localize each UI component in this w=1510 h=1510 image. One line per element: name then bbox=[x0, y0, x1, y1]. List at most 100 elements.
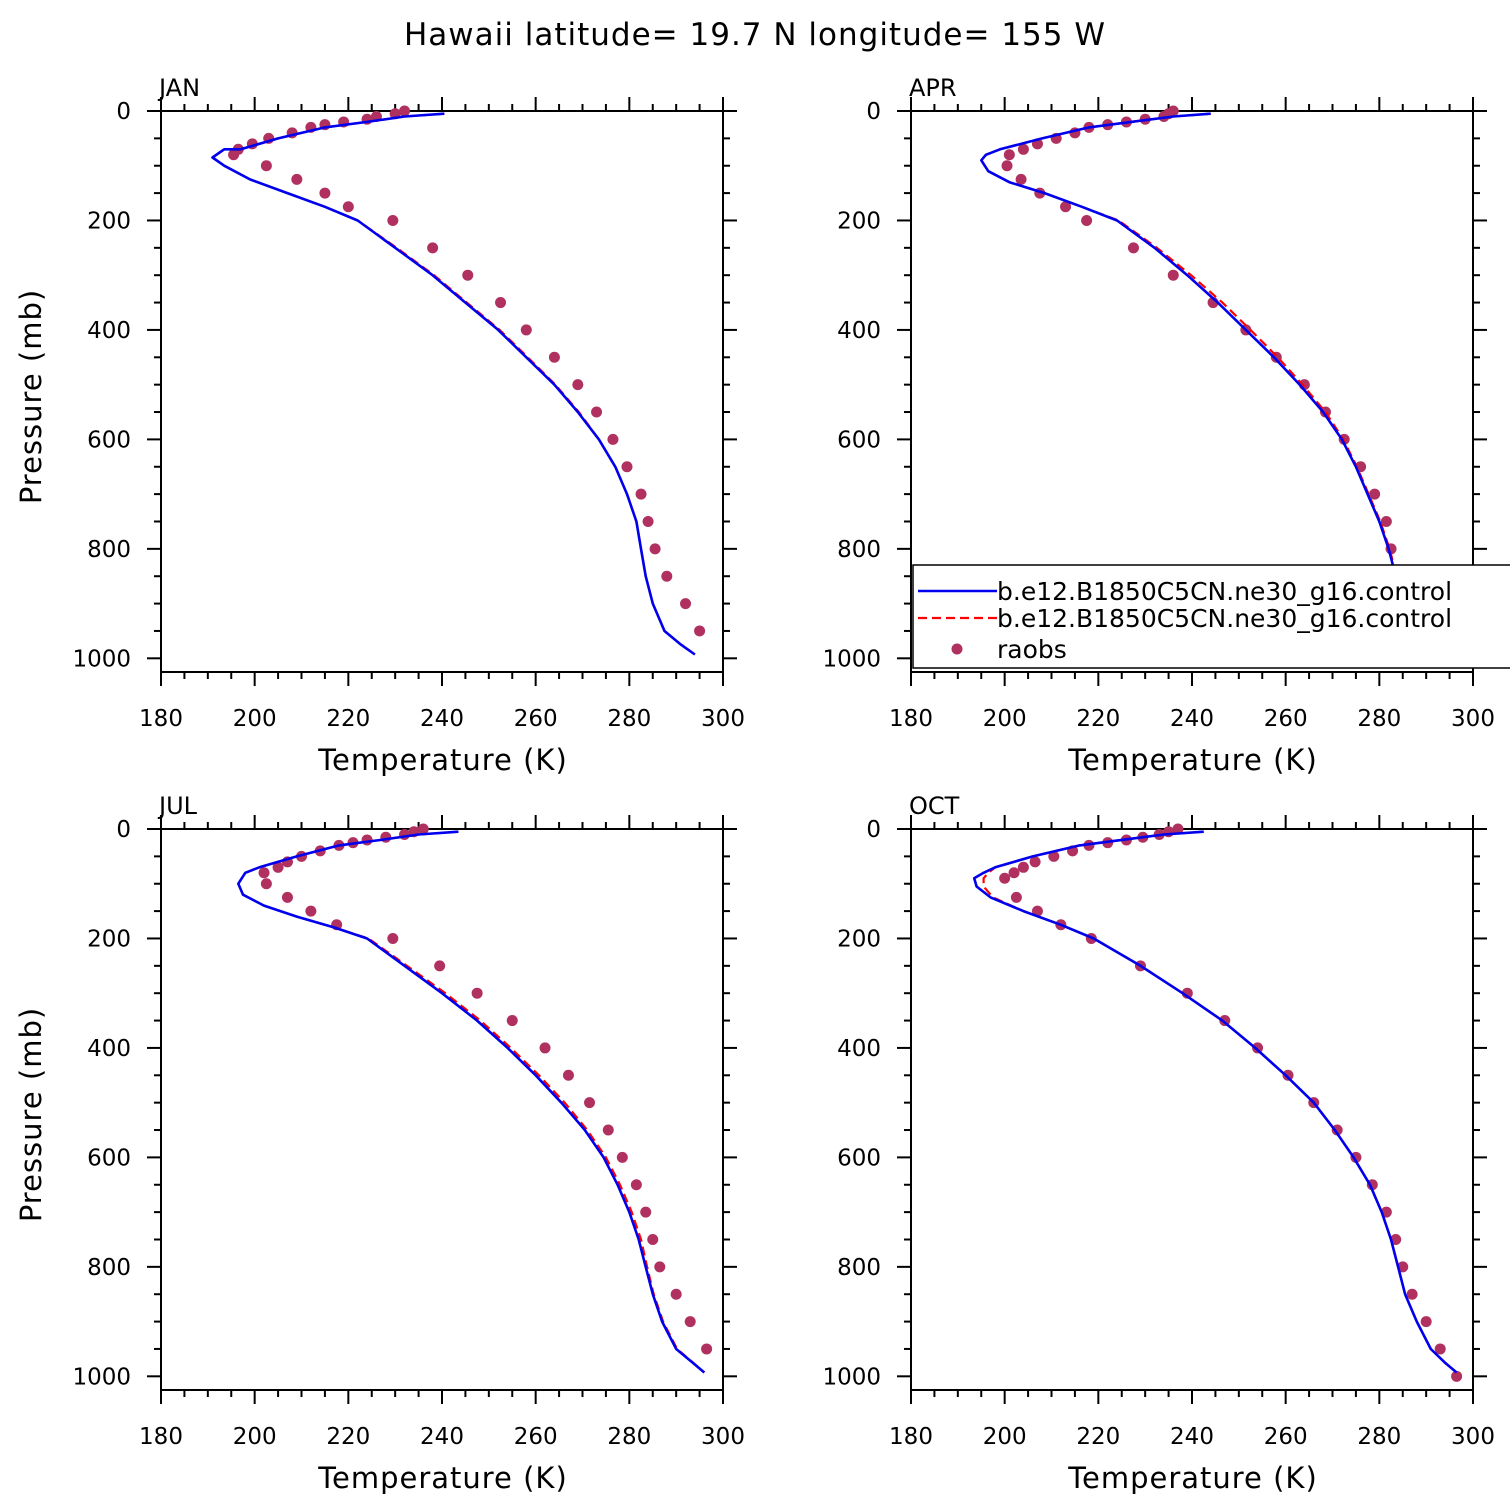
y-tick-label: 600 bbox=[87, 427, 131, 453]
x-tick-label: 280 bbox=[607, 1424, 651, 1450]
x-tick-label: 180 bbox=[889, 1424, 933, 1450]
raobs-point bbox=[1081, 215, 1092, 226]
test-profile-line bbox=[984, 832, 1457, 1373]
y-tick-label: 800 bbox=[87, 537, 131, 563]
x-axis-label: Temperature (K) bbox=[1067, 1461, 1318, 1495]
y-tick-label: 0 bbox=[866, 99, 881, 125]
x-tick-label: 220 bbox=[1076, 1424, 1120, 1450]
raobs-point bbox=[1018, 862, 1029, 873]
y-tick-label: 200 bbox=[87, 208, 131, 234]
chart-title: Hawaii latitude= 19.7 N longitude= 155 W bbox=[404, 17, 1106, 53]
test-profile-line bbox=[213, 114, 695, 655]
x-tick-label: 260 bbox=[1264, 1424, 1308, 1450]
raobs-point bbox=[399, 106, 410, 117]
raobs-point bbox=[1168, 270, 1179, 281]
x-tick-label: 260 bbox=[514, 1424, 558, 1450]
raobs-point bbox=[1004, 149, 1015, 160]
y-tick-label: 400 bbox=[837, 318, 881, 344]
y-tick-label: 200 bbox=[87, 926, 131, 952]
panel-jan: JAN180 200 220 240 260 280 3000200400600800100… bbox=[14, 74, 745, 777]
raobs-point bbox=[387, 933, 398, 944]
ticks bbox=[147, 815, 737, 1404]
raobs-point bbox=[540, 1042, 551, 1053]
x-tick-label: 300 bbox=[701, 1424, 745, 1450]
y-tick-label: 1000 bbox=[72, 1364, 131, 1390]
raobs-point bbox=[661, 571, 672, 582]
x-axis-label: Temperature (K) bbox=[317, 1461, 568, 1495]
x-tick-label: 300 bbox=[1451, 706, 1495, 732]
raobs-point bbox=[1002, 160, 1013, 171]
x-tick-label: 180 bbox=[889, 706, 933, 732]
raobs-markers bbox=[228, 106, 705, 637]
x-tick-label: 220 bbox=[326, 706, 370, 732]
raobs-point bbox=[1009, 867, 1020, 878]
x-axis-label: Temperature (K) bbox=[1067, 743, 1318, 777]
raobs-point bbox=[427, 242, 438, 253]
y-tick-label: 1000 bbox=[822, 646, 881, 672]
y-tick-label: 1000 bbox=[822, 1364, 881, 1390]
raobs-point bbox=[631, 1179, 642, 1190]
x-tick-label: 260 bbox=[514, 706, 558, 732]
raobs-point bbox=[462, 270, 473, 281]
y-tick-label: 0 bbox=[116, 99, 131, 125]
raobs-point bbox=[472, 988, 483, 999]
panel-apr: APR 180 200 220 240 260 280 300 0 200 400 600 800 100… bbox=[822, 74, 1495, 777]
raobs-point bbox=[640, 1207, 651, 1218]
x-tick-label: 280 bbox=[1357, 1424, 1401, 1450]
x-tick-label: 240 bbox=[1170, 706, 1214, 732]
raobs-point bbox=[1369, 489, 1380, 500]
raobs-point bbox=[999, 873, 1010, 884]
raobs-point bbox=[1011, 892, 1022, 903]
raobs-point bbox=[694, 625, 705, 636]
raobs-point bbox=[617, 1152, 628, 1163]
raobs-point bbox=[291, 174, 302, 185]
plot-frame bbox=[161, 111, 723, 672]
raobs-point bbox=[680, 598, 691, 609]
raobs-point bbox=[621, 461, 632, 472]
control-profile-line bbox=[974, 832, 1456, 1373]
x-tick-label: 220 bbox=[1076, 706, 1120, 732]
panel-label: JAN bbox=[157, 74, 200, 102]
raobs-point bbox=[305, 906, 316, 917]
raobs-point bbox=[650, 543, 661, 554]
y-tick-label: 800 bbox=[837, 537, 881, 563]
x-tick-label: 300 bbox=[701, 706, 745, 732]
x-tick-label: 260 bbox=[1264, 706, 1308, 732]
plot-frame bbox=[911, 829, 1473, 1390]
raobs-point bbox=[1407, 1289, 1418, 1300]
y-tick-label: 800 bbox=[837, 1255, 881, 1281]
raobs-point bbox=[563, 1070, 574, 1081]
raobs-point bbox=[1421, 1316, 1432, 1327]
y-tick-label: 800 bbox=[87, 1255, 131, 1281]
legend-label: b.e12.B1850C5CN.ne30_g16.control bbox=[997, 604, 1452, 633]
raobs-point bbox=[228, 149, 239, 160]
panels: JAN 180 200 220 240 260 280 300 0 200 400 600 800 100… bbox=[14, 74, 1495, 1495]
legend-label: b.e12.B1850C5CN.ne30_g16.control bbox=[997, 577, 1452, 606]
y-axis-label: Pressure (mb) bbox=[14, 1007, 48, 1222]
raobs-point bbox=[685, 1316, 696, 1327]
raobs-point bbox=[584, 1097, 595, 1108]
raobs-point bbox=[261, 878, 272, 889]
raobs-point bbox=[282, 892, 293, 903]
raobs-point bbox=[643, 516, 654, 527]
x-tick-label: 280 bbox=[607, 706, 651, 732]
raobs-point bbox=[1128, 242, 1139, 253]
raobs-point bbox=[259, 867, 270, 878]
panel-label: JUL bbox=[157, 792, 198, 820]
x-tick-label: 180 bbox=[139, 706, 183, 732]
x-tick-label: 240 bbox=[420, 706, 464, 732]
raobs-point bbox=[603, 1125, 614, 1136]
y-axis-label: Pressure (mb) bbox=[14, 289, 48, 504]
control-profile-line bbox=[213, 114, 695, 655]
x-tick-label: 200 bbox=[983, 1424, 1027, 1450]
plot-frame bbox=[161, 829, 723, 1390]
raobs-point bbox=[607, 434, 618, 445]
raobs-point bbox=[387, 215, 398, 226]
raobs-point bbox=[495, 297, 506, 308]
raobs-point bbox=[591, 407, 602, 418]
ticks bbox=[897, 815, 1487, 1404]
y-tick-label: 200 bbox=[837, 208, 881, 234]
panel-jul: JUL180 200 220 240 260 280 3000200400600800100… bbox=[14, 792, 745, 1495]
raobs-point bbox=[507, 1015, 518, 1026]
raobs-point bbox=[572, 379, 583, 390]
